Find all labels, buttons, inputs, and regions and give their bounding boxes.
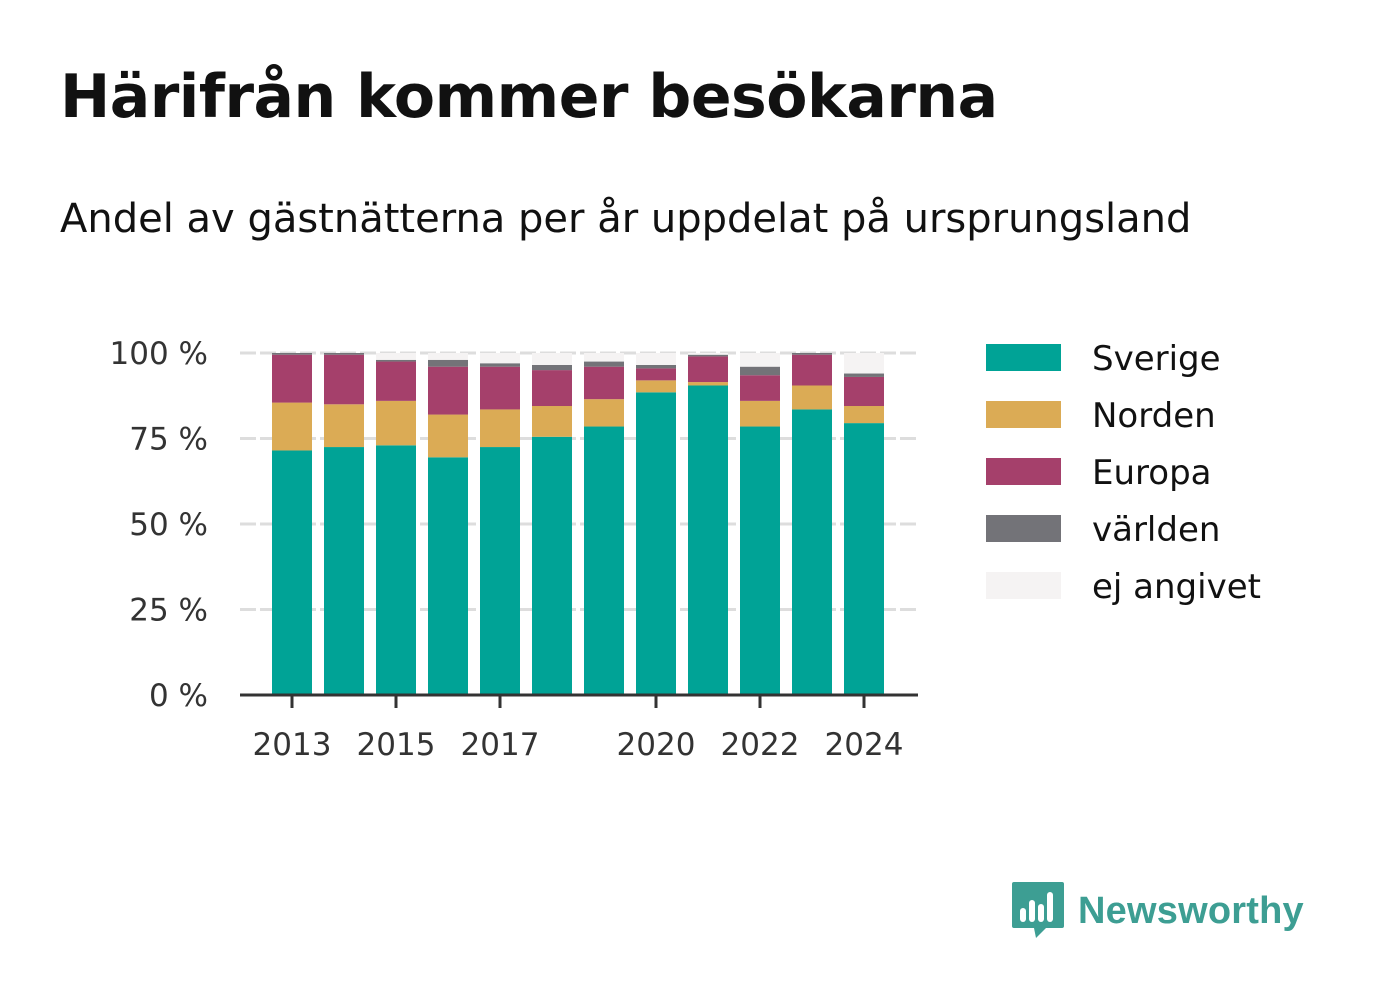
legend-swatch	[986, 344, 1061, 371]
y-tick-label: 50 %	[129, 507, 208, 543]
bar-segment	[688, 385, 728, 695]
bar-segment	[740, 426, 780, 695]
y-tick-label: 0 %	[149, 678, 208, 714]
bar-segment	[636, 364, 676, 369]
bar-segment	[584, 399, 624, 427]
brand-name: Newsworthy	[1078, 889, 1304, 932]
bar-segment	[324, 404, 364, 448]
bar-segment	[532, 436, 572, 695]
bar-segment	[272, 353, 312, 355]
bar-segment	[480, 366, 520, 410]
bar-segment	[480, 447, 520, 695]
chart-title: Härifrån kommer besökarna	[60, 62, 998, 132]
axes: 0 % 25 % 50 % 75 % 100 % 2013 2015 2017 2020 2022…	[110, 336, 918, 763]
legend-swatch	[986, 572, 1061, 599]
bar-segment	[688, 353, 728, 355]
bar-segment	[844, 373, 884, 377]
bar-segment	[428, 457, 468, 695]
y-tick-label: 75 %	[129, 422, 208, 458]
legend-label: Sverige	[1092, 339, 1221, 379]
bar-chart-speech-bubble-icon	[1012, 882, 1064, 938]
bar-segment	[636, 353, 676, 365]
bar-segment	[740, 400, 780, 427]
bar-segment	[844, 376, 884, 407]
legend-swatch	[986, 401, 1061, 428]
bar-segment	[792, 409, 832, 695]
legend-label: Norden	[1092, 396, 1216, 436]
bar-segment	[688, 382, 728, 386]
bar-segment	[480, 353, 520, 364]
bar-segment	[428, 414, 468, 458]
legend-label: världen	[1092, 510, 1220, 550]
bar-segment	[532, 406, 572, 437]
bar-segment	[480, 409, 520, 448]
bar-segment	[272, 450, 312, 695]
x-tick-label: 2020	[617, 727, 696, 763]
bar-segment	[480, 363, 520, 367]
bar-segment	[532, 353, 572, 365]
bar-segment	[740, 375, 780, 401]
x-tick-label: 2022	[721, 727, 800, 763]
bar-segment	[376, 353, 416, 360]
bar-segment	[792, 354, 832, 386]
chart-subtitle: Andel av gästnätterna per år uppdelat på…	[60, 196, 1192, 242]
x-tick-label: 2024	[825, 727, 904, 763]
y-tick-label: 25 %	[129, 593, 208, 629]
bar-segment	[532, 364, 572, 371]
legend-swatch	[986, 458, 1061, 485]
legend: Sverige Norden Europa världen ej angivet	[986, 339, 1261, 607]
bar-segment	[272, 354, 312, 403]
bar-segment	[584, 426, 624, 695]
bar-segment	[792, 353, 832, 355]
bar-segment	[792, 385, 832, 410]
bar-segment	[584, 353, 624, 362]
bar-segment	[428, 353, 468, 360]
legend-swatch	[986, 515, 1061, 542]
bar-segment	[376, 359, 416, 362]
bar-segment	[844, 423, 884, 695]
bar-segment	[636, 368, 676, 381]
legend-label: ej angivet	[1092, 567, 1261, 607]
bar-segment	[740, 353, 780, 367]
bars	[272, 353, 884, 695]
bar-segment	[688, 354, 728, 357]
x-tick-label: 2013	[253, 727, 332, 763]
bar-segment	[376, 400, 416, 446]
bar-segment	[428, 366, 468, 415]
bar-segment	[584, 361, 624, 367]
bar-segment	[636, 380, 676, 393]
x-tick-label: 2015	[357, 727, 436, 763]
bar-segment	[324, 353, 364, 355]
legend-label: Europa	[1092, 453, 1211, 493]
bar-segment	[376, 445, 416, 695]
bar-segment	[584, 366, 624, 400]
bar-segment	[428, 359, 468, 367]
bar-segment	[844, 353, 884, 374]
brand-logo: Newsworthy	[1010, 880, 1304, 942]
x-tick-label: 2017	[461, 727, 540, 763]
bar-segment	[844, 406, 884, 424]
bar-segment	[532, 370, 572, 407]
bar-segment	[376, 361, 416, 401]
bar-segment	[740, 366, 780, 376]
bar-segment	[636, 392, 676, 695]
bar-segment	[324, 447, 364, 695]
bar-segment	[324, 354, 364, 405]
y-tick-label: 100 %	[110, 336, 208, 372]
bar-segment	[272, 402, 312, 451]
bar-segment	[688, 356, 728, 383]
